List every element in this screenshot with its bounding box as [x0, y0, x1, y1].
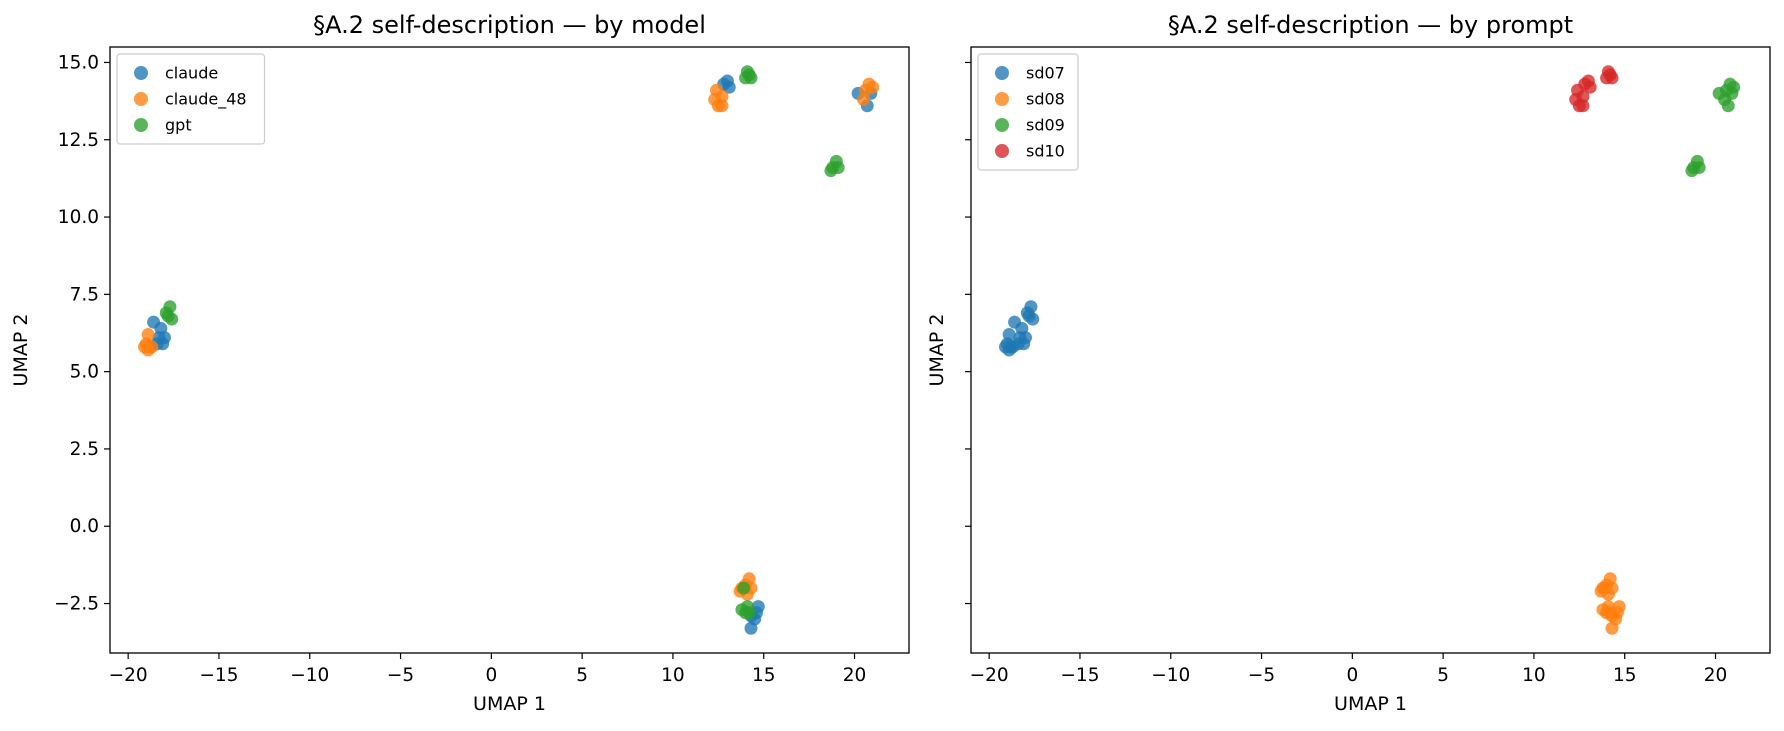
legend: sd07 sd08 sd09 sd10 [977, 53, 1079, 171]
y-tick-label: 10.0 [58, 207, 99, 228]
legend-box [977, 53, 1079, 171]
x-tick-label: −10 [1151, 665, 1190, 686]
y-tick-label: 15.0 [58, 52, 99, 73]
chart-panel-2: §A.2 self-description — by prompt −20 −15 −… [926, 11, 1771, 715]
y-tick-label: 2.5 [70, 439, 99, 460]
data-point [857, 93, 871, 107]
data-point [1002, 343, 1016, 357]
x-tick-label: 10 [1522, 665, 1546, 686]
y-tick-label: −2.5 [54, 594, 99, 615]
legend-label: sd10 [1026, 142, 1065, 161]
data-point [737, 581, 751, 595]
x-tick-label: 10 [661, 665, 685, 686]
data-point [1605, 71, 1619, 85]
x-tick-label: −15 [199, 665, 238, 686]
data-point [141, 343, 155, 357]
legend-marker [134, 66, 148, 80]
x-tick-label: −20 [970, 665, 1009, 686]
x-tick-label: 5 [1437, 665, 1449, 686]
y-tick-label: 12.5 [58, 130, 99, 151]
legend-marker [134, 92, 148, 106]
legend-label: claude [165, 64, 218, 83]
legend-label: sd08 [1026, 90, 1065, 109]
plot-frame [970, 46, 1771, 654]
x-tick-label: 20 [1704, 665, 1728, 686]
x-axis-label: UMAP 1 [473, 693, 546, 715]
y-axis-label: UMAP 2 [926, 314, 948, 387]
chart-panel-1: §A.2 self-description — by model −20 −15 −1… [10, 11, 910, 715]
legend-label: sd09 [1026, 116, 1065, 135]
data-point [1022, 309, 1036, 323]
series-sd09 [1685, 77, 1741, 178]
y-tick-label: 7.5 [70, 284, 99, 305]
plot-frame [109, 46, 910, 654]
legend-box [116, 53, 266, 145]
x-tick-label: 0 [485, 665, 497, 686]
data-point [1598, 581, 1612, 595]
x-tick-label: −5 [387, 665, 414, 686]
series-claude_48 [138, 77, 880, 601]
legend-marker [995, 118, 1009, 132]
data-point [156, 337, 170, 351]
legend-label: sd07 [1026, 64, 1065, 83]
series-sd08 [1594, 572, 1626, 635]
legend-marker [134, 118, 148, 132]
data-point [161, 309, 175, 323]
series-sd07 [999, 300, 1040, 357]
y-tick-label: 0.0 [70, 516, 99, 537]
legend-marker [995, 144, 1009, 158]
x-tick-label: −10 [290, 665, 329, 686]
data-point [1017, 337, 1031, 351]
data-point [824, 164, 838, 178]
chart-title: §A.2 self-description — by model [313, 11, 706, 39]
x-tick-label: 0 [1346, 665, 1358, 686]
legend-marker [995, 66, 1009, 80]
legend-label: claude_48 [165, 90, 247, 110]
y-tick-label: 5.0 [70, 362, 99, 383]
legend-marker [995, 92, 1009, 106]
data-point [739, 606, 753, 620]
x-tick-label: −5 [1248, 665, 1275, 686]
x-tick-label: −15 [1060, 665, 1099, 686]
data-point [1600, 606, 1614, 620]
x-tick-label: −20 [109, 665, 148, 686]
series-sd10 [1569, 65, 1619, 113]
x-tick-label: 5 [576, 665, 588, 686]
data-point [715, 99, 729, 113]
data-point [744, 71, 758, 85]
x-axis-label: UMAP 1 [1334, 693, 1407, 715]
x-tick-label: 15 [1613, 665, 1637, 686]
x-tick-label: 20 [843, 665, 867, 686]
series-gpt [159, 65, 845, 620]
data-point [1576, 99, 1590, 113]
chart-title: §A.2 self-description — by prompt [1168, 11, 1573, 39]
data-point [1718, 93, 1732, 107]
y-axis-label: UMAP 2 [10, 314, 32, 387]
x-tick-label: 15 [752, 665, 776, 686]
legend-label: gpt [165, 116, 192, 135]
data-point [1685, 164, 1699, 178]
series-claude [143, 74, 878, 635]
